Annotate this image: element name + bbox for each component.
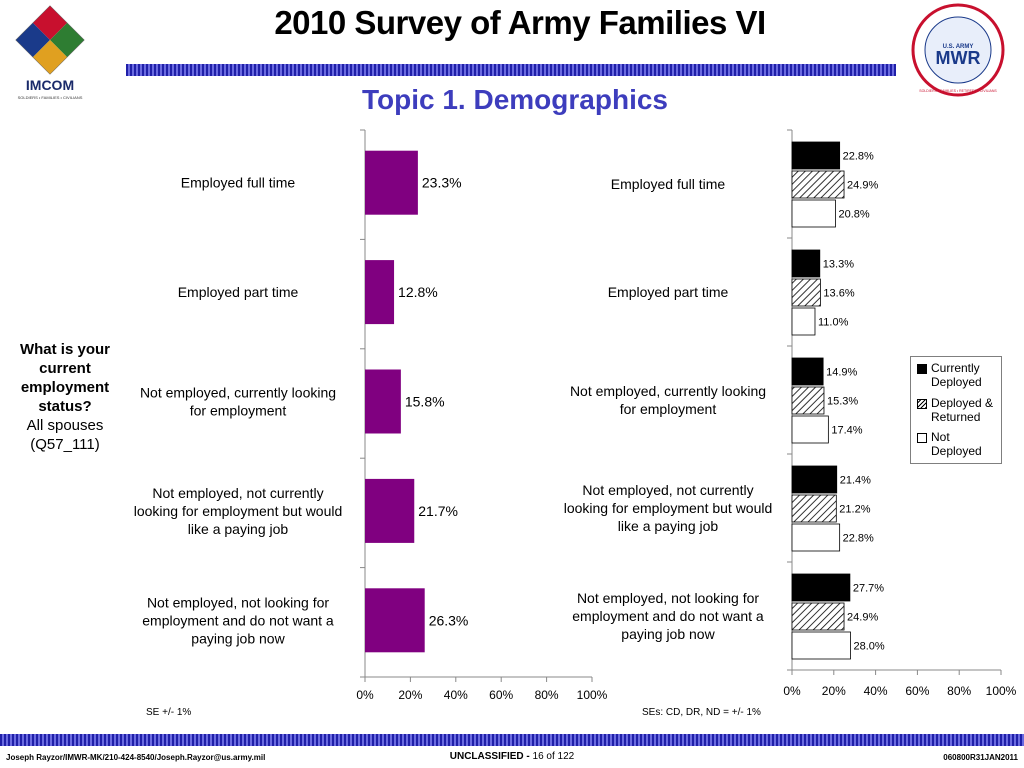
legend-swatch-not-deployed [917,433,927,443]
left-se-note: SE +/- 1% [146,707,192,718]
right-bar [791,494,837,523]
right-category-label: Not employed, not looking for employment … [572,590,764,642]
page-title: 2010 Survey of Army Families VI [274,4,766,41]
right-bar [791,141,841,170]
right-bar [791,573,851,602]
right-bar [791,415,829,444]
legend-swatch-deployed-returned [917,399,927,409]
left-category-label: Employed part time [178,284,299,300]
footer-classification: UNCLASSIFIED - 16 of 122 [380,751,644,762]
classification-label: UNCLASSIFIED - [449,751,530,762]
imcom-logo: IMCOM SOLDIERS • FAMILIES • CIVILIANS [10,2,90,102]
left-x-tick-label: 40% [444,688,468,702]
right-bar-value-label: 13.6% [823,288,854,300]
right-x-tick-label: 80% [947,684,971,698]
right-x-tick-label: 0% [783,684,801,698]
right-x-tick-label: 40% [864,684,888,698]
right-x-tick-label: 20% [822,684,846,698]
left-bar [365,478,415,543]
question-code: (Q57_111) [30,436,100,453]
page-subtitle: Topic 1. Demographics [362,84,668,115]
mwr-logo-top-text: U.S. ARMY [943,44,974,50]
right-bar [791,170,845,199]
right-bar-value-label: 22.8% [843,151,874,163]
right-bar-value-label: 28.0% [854,641,885,653]
right-bar [791,307,816,336]
left-bar-value-label: 12.8% [398,284,438,300]
right-bar [791,602,845,631]
right-se-note: SEs: CD, DR, ND = +/- 1% [642,707,761,718]
left-x-tick-label: 100% [577,688,608,702]
right-bar [791,278,821,307]
right-bar-value-label: 27.7% [853,583,884,595]
left-bar-value-label: 26.3% [429,612,469,628]
left-bar [365,588,425,653]
right-bar-value-label: 20.8% [838,209,869,221]
left-x-tick-label: 60% [489,688,513,702]
right-category-label: Employed full time [611,176,726,192]
mwr-logo-ring-text: SOLDIERS • FAMILIES • RETIREES • CIVILIA… [919,89,997,93]
chart-legend: Currently Deployed Deployed & Returned N… [910,356,1002,464]
right-category-label: Employed part time [608,284,729,300]
right-x-tick-label: 60% [905,684,929,698]
right-bar [791,249,821,278]
right-bar-value-label: 24.9% [847,612,878,624]
left-bar [365,150,418,215]
right-bar [791,199,836,228]
header-divider [126,64,896,76]
left-x-tick-label: 20% [398,688,422,702]
legend-swatch-currently-deployed [917,364,927,374]
mwr-logo: U.S. ARMY MWR SOLDIERS • FAMILIES • RETI… [908,2,1008,98]
legend-label-not-deployed: Not Deployed [931,430,982,458]
left-category-label: Employed full time [181,175,296,191]
imcom-logo-tagline: SOLDIERS • FAMILIES • CIVILIANS [18,95,83,100]
right-bar-value-label: 13.3% [823,259,854,271]
left-x-tick-label: 80% [535,688,559,702]
question-population: All spouses [26,417,104,434]
right-bar-value-label: 22.8% [843,533,874,545]
left-category-label: Not employed, currently looking for emplo… [140,385,336,419]
right-x-tick-label: 100% [986,684,1017,698]
left-bar [365,369,401,434]
mwr-logo-text: MWR [936,48,981,68]
right-bar [791,631,851,660]
question-block: What is your current employment status? … [4,340,126,454]
right-bar-value-label: 14.9% [826,367,857,379]
right-bar-value-label: 11.0% [818,317,849,329]
right-bar-value-label: 15.3% [827,396,858,408]
right-bar-value-label: 24.9% [847,180,878,192]
right-category-label: Not employed, not currently looking for e… [564,482,773,534]
left-bar-value-label: 15.8% [405,394,445,410]
footer-date-code: 060800R31JAN2011 [943,753,1018,762]
imcom-logo-text: IMCOM [26,77,74,93]
left-category-label: Not employed, not currently looking for e… [134,485,343,537]
footer-contact: Joseph Rayzor/IMWR-MK/210-424-8540/Josep… [6,753,266,762]
right-bar [791,357,824,386]
legend-label-currently-deployed: Currently Deployed [931,361,982,389]
right-bar-value-label: 21.4% [840,475,871,487]
right-category-label: Not employed, currently looking for emplo… [570,383,766,417]
right-bar-value-label: 21.2% [839,504,870,516]
left-bar-value-label: 21.7% [418,503,458,519]
right-bar [791,523,841,552]
right-bar-value-label: 17.4% [831,425,862,437]
left-category-label: Not employed, not looking for employment … [142,594,334,646]
left-bar-value-label: 23.3% [422,175,462,191]
left-bar [365,260,395,325]
footer-divider [0,734,1024,746]
legend-label-deployed-returned: Deployed & Returned [931,396,994,424]
left-x-tick-label: 0% [356,688,374,702]
question-text: What is your current employment status? [19,341,110,415]
page-number: 16 of 122 [532,751,575,762]
right-bar [791,386,825,415]
right-bar [791,465,838,494]
